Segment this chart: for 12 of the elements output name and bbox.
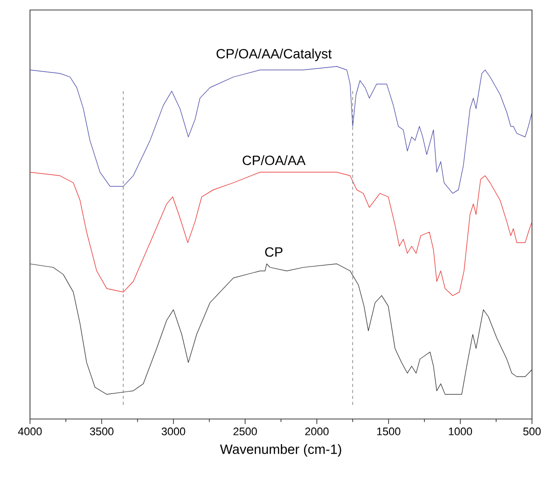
x-tick-label: 3000	[162, 428, 186, 436]
x-tick-label: 2500	[233, 428, 257, 436]
series-label: CP/OA/AA/Catalyst	[216, 48, 332, 62]
x-tick-label: 1500	[377, 428, 400, 436]
x-tick-label: 500	[523, 428, 541, 436]
x-tick-label: 4000	[18, 428, 42, 436]
x-tick-label: 2000	[305, 428, 329, 436]
x-tick-label: 1000	[448, 428, 472, 436]
series-label: CP/OA/AA	[242, 155, 306, 166]
x-tick-label: 3500	[90, 428, 114, 436]
series-label: CP	[265, 247, 282, 257]
x-axis-title: Wavenumber (cm-1)	[220, 444, 342, 457]
